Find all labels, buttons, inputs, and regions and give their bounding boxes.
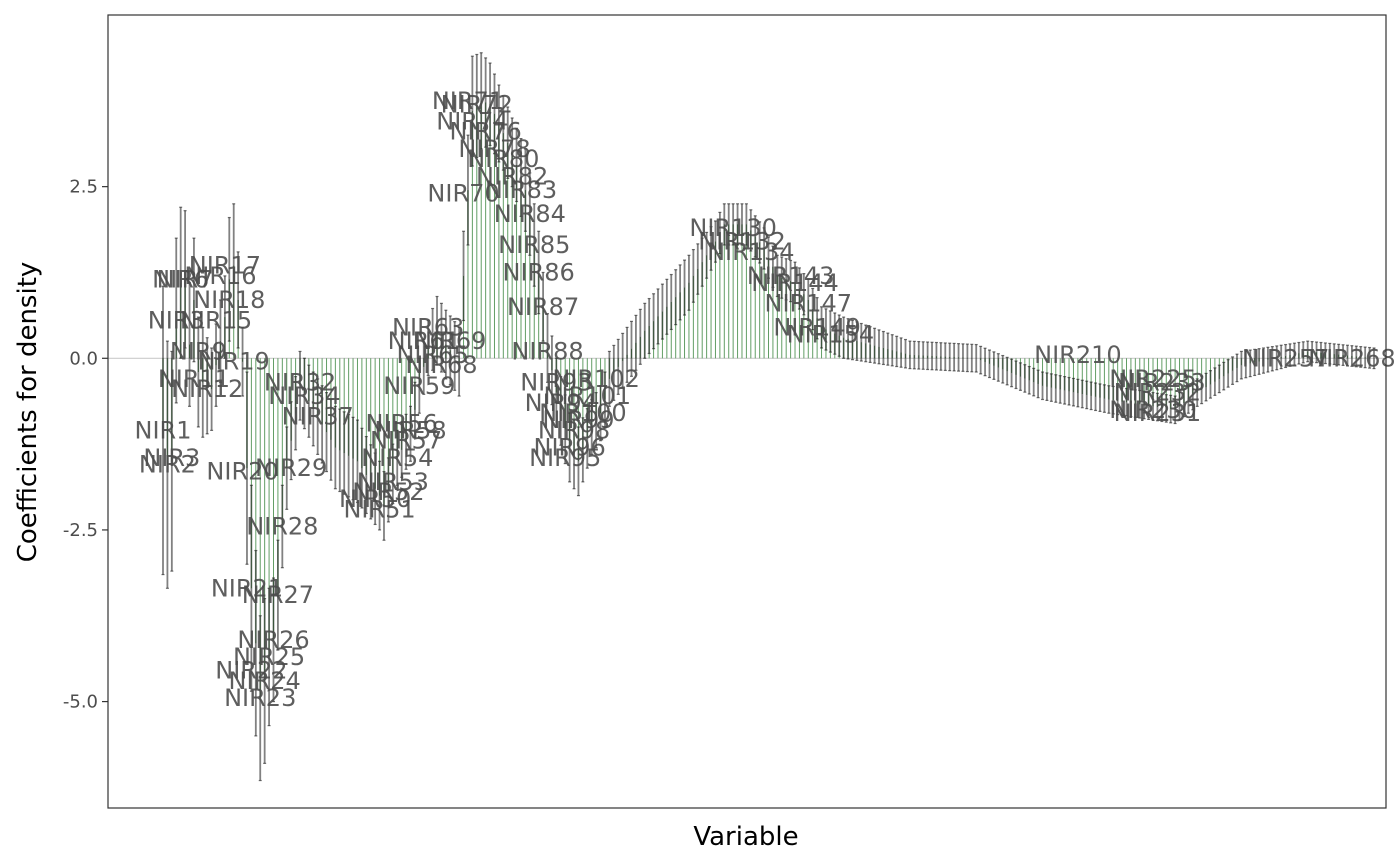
point-label: NIR54 <box>361 444 433 472</box>
point-label: NIR71 <box>432 87 504 115</box>
point-label: NIR58 <box>374 416 446 444</box>
point-label: NIR99 <box>542 406 614 434</box>
point-label: NIR95 <box>529 444 601 472</box>
point-label: NIR231 <box>1114 399 1202 427</box>
y-tick-label: 0.0 <box>69 348 98 369</box>
point-label: NIR12 <box>171 375 243 403</box>
point-label: NIR96 <box>533 434 605 462</box>
point-label: NIR154 <box>787 320 875 348</box>
point-label: NIR23 <box>224 684 296 712</box>
y-tick-label: 2.5 <box>69 177 98 198</box>
point-label: NIR11 <box>158 365 230 393</box>
y-tick-label: -2.5 <box>63 520 98 541</box>
point-label: NIR74 <box>436 107 508 135</box>
y-axis: 2.5 0.0 -2.5 -5.0 <box>63 177 108 713</box>
point-label: NIR18 <box>193 286 265 314</box>
point-label: NIR132 <box>698 228 786 256</box>
point-label: NIR56 <box>366 410 438 438</box>
point-label: NIR24 <box>229 667 301 695</box>
point-label: NIR17 <box>189 252 261 280</box>
point-label: NIR32 <box>264 368 336 396</box>
point-label: NIR232 <box>1114 379 1202 407</box>
point-label: NIR59 <box>383 372 455 400</box>
point-label: NIR25 <box>233 643 305 671</box>
point-label: NIR100 <box>539 399 627 427</box>
point-label: NIR21 <box>211 574 283 602</box>
point-label: NIR101 <box>544 382 632 410</box>
point-label: NIR52 <box>352 478 424 506</box>
y-tick-label: -5.0 <box>63 692 98 713</box>
point-label: NIR29 <box>255 454 327 482</box>
errorbar-layer <box>161 52 1376 782</box>
point-label: NIR268 <box>1308 344 1396 372</box>
point-label: NIR15 <box>180 307 252 335</box>
point-label: NIR51 <box>343 495 415 523</box>
point-label: NIR9 <box>170 337 227 365</box>
point-label: NIR26 <box>237 626 309 654</box>
point-label: NIR22 <box>215 657 287 685</box>
point-label: NIR82 <box>476 162 548 190</box>
point-label: NIR147 <box>765 289 853 317</box>
point-label: NIR130 <box>689 214 777 242</box>
point-label: NIR61 <box>388 327 460 355</box>
point-label: NIR68 <box>405 351 477 379</box>
point-label: NIR143 <box>747 262 835 290</box>
point-label: NIR2 <box>139 451 196 479</box>
point-label: NIR257 <box>1242 344 1330 372</box>
point-label: NIR144 <box>751 269 839 297</box>
point-label: NIR85 <box>498 231 570 259</box>
point-label: NIR134 <box>707 238 795 266</box>
point-label: NIR83 <box>485 176 557 204</box>
point-label: NIR70 <box>427 180 499 208</box>
point-label: NIR34 <box>268 382 340 410</box>
point-label: NIR72 <box>441 90 513 118</box>
point-label: NIR27 <box>242 581 314 609</box>
point-label: NIR50 <box>339 485 411 513</box>
point-label: NIR28 <box>246 513 318 541</box>
point-label: NIR84 <box>494 200 566 228</box>
point-label: NIR57 <box>370 427 442 455</box>
point-label: NIR3 <box>148 307 205 335</box>
point-label: NIR16 <box>184 262 256 290</box>
point-label: NIR69 <box>414 327 486 355</box>
point-label: NIR230 <box>1109 396 1197 424</box>
point-label: NIR63 <box>392 313 464 341</box>
point-label: NIR1 <box>135 416 192 444</box>
x-axis-title: Variable <box>693 822 798 852</box>
point-label: NIR93 <box>520 368 592 396</box>
point-label-layer: NIR1NIR2NIR3NIR3NIR6NIR7NIR9NIR11NIR12NI… <box>135 87 1396 712</box>
point-label: NIR19 <box>198 348 270 376</box>
point-label: NIR65 <box>396 341 468 369</box>
point-label: NIR87 <box>507 293 579 321</box>
point-label: NIR78 <box>458 135 530 163</box>
point-label: NIR210 <box>1034 341 1122 369</box>
point-label: NIR76 <box>450 118 522 146</box>
point-label: NIR94 <box>525 389 597 417</box>
y-axis-title: Coefficients for density <box>13 262 43 563</box>
point-label: NIR20 <box>206 458 278 486</box>
point-label: NIR98 <box>538 416 610 444</box>
point-label: NIR225 <box>1109 365 1197 393</box>
point-label: NIR86 <box>503 258 575 286</box>
point-label: NIR3 <box>143 444 200 472</box>
panel-border <box>107 14 1387 809</box>
point-label: NIR102 <box>552 365 640 393</box>
point-label: NIR80 <box>467 145 539 173</box>
point-label: NIR149 <box>773 313 861 341</box>
point-label: NIR37 <box>282 403 354 431</box>
point-label: NIR53 <box>357 468 429 496</box>
point-label: NIR7 <box>157 265 214 293</box>
point-label: NIR88 <box>511 337 583 365</box>
point-label: NIR6 <box>152 265 209 293</box>
point-label: NIR233 <box>1118 368 1206 396</box>
